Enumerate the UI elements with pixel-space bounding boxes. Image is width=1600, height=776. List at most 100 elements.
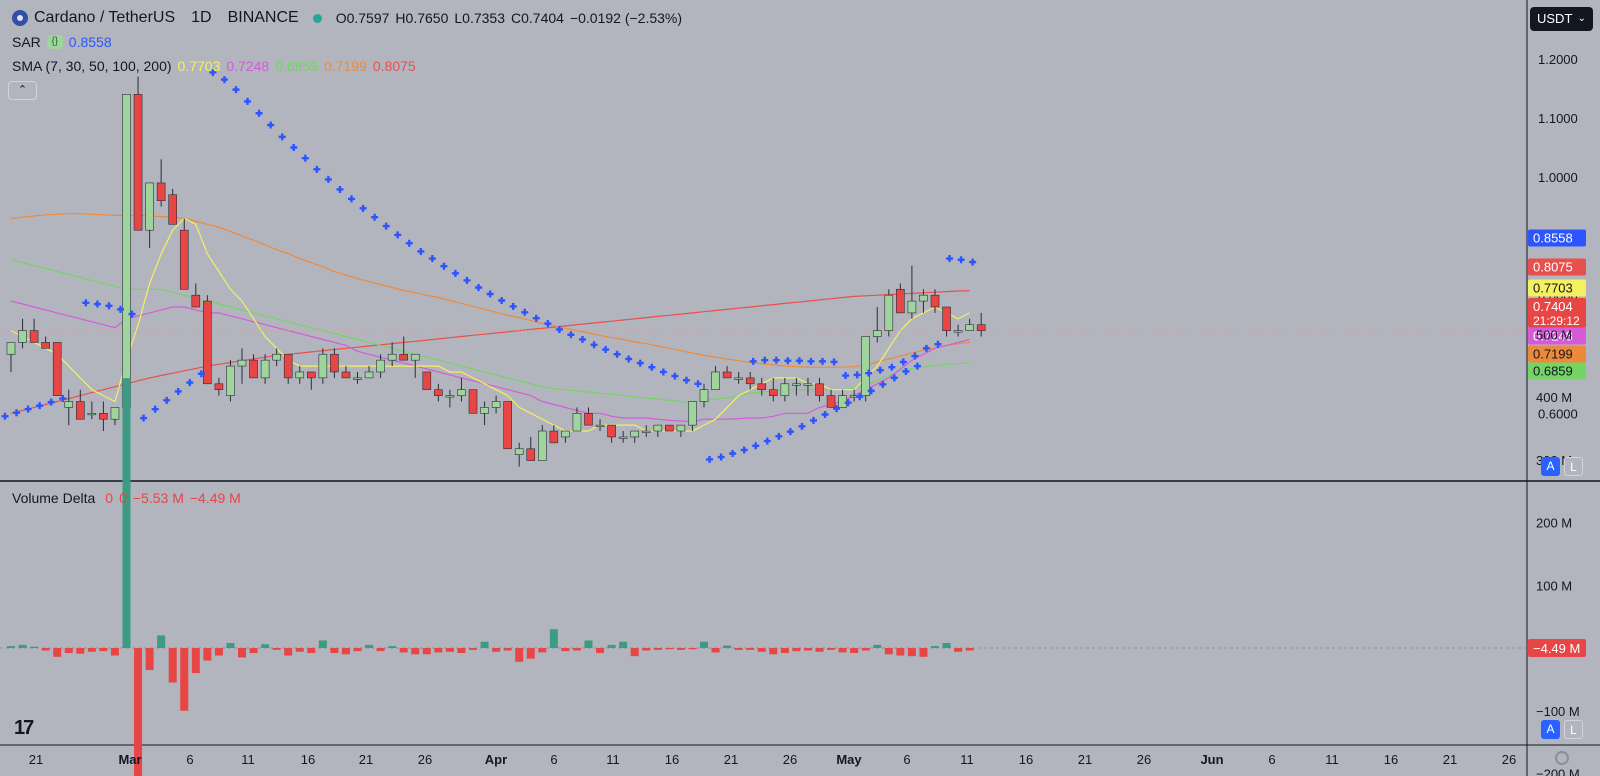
candle-body — [641, 430, 651, 433]
collapse-legend-button[interactable]: ⌃ — [8, 81, 37, 100]
time-tick-label: 11 — [606, 752, 620, 767]
auto-scale-button-price[interactable]: A — [1541, 457, 1560, 476]
time-tick-label: 16 — [1384, 752, 1398, 767]
exchange-label: BINANCE — [227, 9, 299, 26]
sar-point — [359, 204, 367, 212]
candle-body — [595, 424, 605, 427]
sar-legend[interactable]: SAR {} 0.8558 — [12, 34, 112, 50]
volume-bar — [676, 648, 685, 650]
sma200-value: 0.8075 — [372, 58, 416, 74]
tradingview-logo-icon[interactable]: 17 — [14, 717, 34, 739]
candle-body — [52, 342, 62, 396]
volume-bar — [549, 629, 558, 648]
volume-bar — [445, 648, 454, 652]
candle-body — [214, 383, 224, 390]
sar-point — [879, 380, 887, 388]
volume-bars-group — [7, 378, 974, 776]
sar-point — [798, 422, 806, 430]
sar-point — [613, 350, 621, 358]
sar-point — [93, 300, 101, 308]
time-tick-label: 11 — [241, 752, 255, 767]
time-tick-label: 11 — [1325, 752, 1339, 767]
volume-bar — [353, 648, 362, 652]
sar-settings-icon[interactable]: {} — [46, 35, 63, 49]
auto-scale-button-volume[interactable]: A — [1541, 720, 1560, 739]
time-tick-label: 21 — [724, 752, 738, 767]
volume-bar — [884, 648, 893, 655]
volume-bar — [284, 648, 293, 656]
sar-point — [244, 97, 252, 105]
symbol-legend: Cardano / TetherUS 1D BINANCE O0.7597 H0… — [12, 9, 682, 27]
volume-bar — [850, 648, 859, 654]
sar-point — [336, 185, 344, 193]
sar-point — [856, 393, 864, 401]
sar-point — [105, 302, 113, 310]
sar-point — [659, 368, 667, 376]
candle-body — [99, 413, 108, 420]
candle-body — [260, 359, 270, 379]
volume-bar — [561, 648, 570, 652]
volume-bar — [110, 648, 119, 656]
candle-body — [896, 288, 905, 314]
volume-bar — [538, 648, 547, 653]
sar-point — [853, 371, 861, 379]
volume-delta-legend[interactable]: Volume Delta 0 0 −5.53 M −4.49 M — [12, 490, 241, 506]
symbol-name[interactable]: Cardano / TetherUS — [34, 9, 176, 26]
sar-point — [463, 276, 471, 284]
candle-body — [872, 330, 882, 337]
currency-select[interactable]: USDT ⌄ — [1530, 7, 1593, 31]
time-tick-label: 21 — [359, 752, 373, 767]
interval-label[interactable]: 1D — [191, 9, 212, 26]
sar-group — [1, 68, 977, 463]
candle-body — [826, 395, 836, 408]
sar-point — [36, 402, 44, 410]
sar-point — [795, 357, 803, 365]
sma50-value: 0.6859 — [275, 58, 319, 74]
log-scale-button-volume[interactable]: L — [1564, 720, 1583, 739]
price-tick-label: 1.0000 — [1538, 170, 1578, 185]
volume-bar — [780, 648, 789, 654]
volume-bar — [457, 648, 466, 654]
settings-gear-icon[interactable] — [1555, 751, 1569, 765]
time-tick-label: 11 — [960, 752, 974, 767]
candle-body — [976, 324, 986, 331]
sar-point — [544, 320, 552, 328]
chevron-up-icon: ⌃ — [17, 84, 28, 96]
cardano-coin-icon — [12, 10, 28, 26]
sma-legend[interactable]: SMA (7, 30, 50, 100, 200) 0.7703 0.7248 … — [12, 58, 416, 74]
time-tick-label: 21 — [29, 752, 43, 767]
volume-bar — [399, 648, 408, 653]
sar-point — [13, 409, 21, 417]
volume-bar — [734, 648, 743, 650]
candle-body — [168, 194, 177, 225]
sar-point — [278, 133, 286, 141]
volume-bar — [515, 648, 524, 662]
candle-body — [468, 389, 478, 414]
candle-body — [514, 448, 524, 455]
volume-bar — [168, 648, 177, 683]
sar-point — [602, 346, 610, 354]
candle-body — [699, 389, 709, 402]
price-label-sma-100 — [1528, 345, 1586, 363]
price-label-last-price — [1528, 298, 1586, 328]
candle-body — [676, 424, 686, 432]
price-label-sar — [1528, 229, 1586, 247]
price-label-sma-200 — [1528, 258, 1586, 276]
price-label-text: 0.7199 — [1533, 347, 1573, 362]
price-label-sma-50 — [1528, 362, 1586, 380]
sar-point — [830, 358, 838, 366]
volume-bar — [700, 641, 708, 648]
volume-bar — [653, 648, 662, 650]
sar-point — [440, 262, 448, 270]
volume-bar — [191, 648, 200, 674]
time-tick-label: 26 — [418, 752, 432, 767]
log-scale-button-price[interactable]: L — [1564, 457, 1583, 476]
candle-body — [711, 371, 720, 390]
candle-body — [306, 371, 316, 379]
sar-point — [682, 376, 690, 384]
volume-bar — [411, 648, 420, 655]
sar-point — [371, 213, 379, 221]
volume-bar — [261, 644, 270, 648]
sma200-line — [10, 290, 970, 414]
